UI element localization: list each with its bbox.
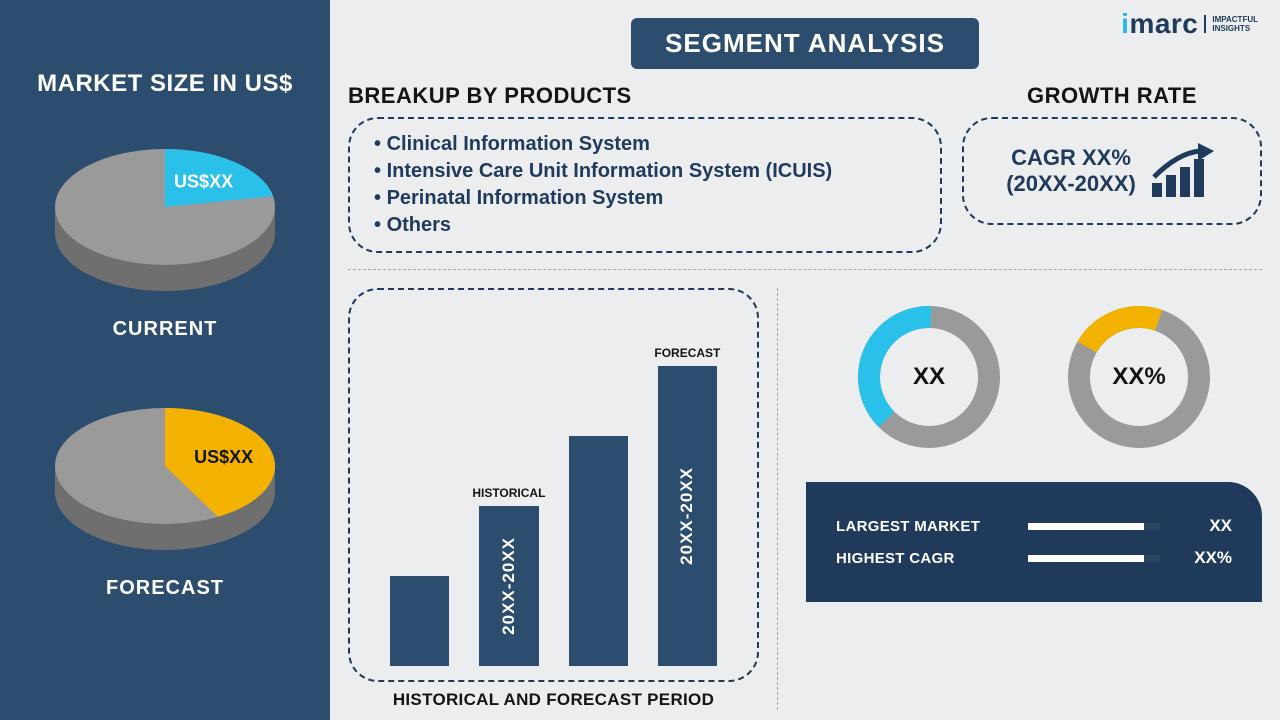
svg-text:US$XX: US$XX: [174, 171, 233, 191]
breakup-item: Others: [374, 212, 916, 239]
stats-panel: XX XX% LARGEST MARKET XX HIGHEST CAGR XX…: [778, 288, 1262, 710]
hist-bar: FORECAST20XX-20XX: [658, 366, 717, 666]
growth-arrow-icon: [1148, 141, 1218, 201]
brand-logo: imarc IMPACTFULINSIGHTS: [1121, 8, 1258, 40]
breakup-heading: BREAKUP BY PRODUCTS: [348, 83, 942, 109]
left-panel: MARKET SIZE IN US$ US$XX CURRENT US$XX F…: [0, 0, 330, 720]
pie-label: CURRENT: [113, 318, 218, 341]
svg-text:US$XX: US$XX: [194, 447, 253, 467]
hist-bar: [390, 576, 449, 666]
page-title: SEGMENT ANALYSIS: [631, 18, 979, 69]
right-panel: imarc IMPACTFULINSIGHTS SEGMENT ANALYSIS…: [330, 0, 1280, 720]
breakup-item: Perinatal Information System: [374, 185, 916, 212]
hist-bar: HISTORICAL20XX-20XX: [479, 506, 538, 666]
growth-panel: GROWTH RATE CAGR XX%(20XX-20XX): [962, 83, 1262, 253]
breakup-item: Clinical Information System: [374, 131, 916, 158]
donut-chart: XX: [854, 302, 1004, 452]
historical-chart: HISTORICAL20XX-20XX FORECAST20XX-20XX HIS…: [348, 288, 778, 710]
pie-chart: US$XX: [45, 381, 285, 561]
summary-row: LARGEST MARKET XX: [836, 516, 1232, 536]
pie-label: FORECAST: [106, 577, 224, 600]
breakup-list: Clinical Information SystemIntensive Car…: [374, 131, 916, 239]
breakup-item: Intensive Care Unit Information System (…: [374, 158, 916, 185]
hist-bar: [569, 436, 628, 666]
growth-heading: GROWTH RATE: [1027, 83, 1197, 109]
market-size-heading: MARKET SIZE IN US$: [37, 70, 293, 98]
breakup-panel: BREAKUP BY PRODUCTS Clinical Information…: [348, 83, 942, 253]
hist-caption: HISTORICAL AND FORECAST PERIOD: [393, 690, 714, 710]
pie-chart: US$XX: [45, 122, 285, 302]
summary-row: HIGHEST CAGR XX%: [836, 548, 1232, 568]
donut-chart: XX%: [1064, 302, 1214, 452]
summary-box: LARGEST MARKET XX HIGHEST CAGR XX%: [806, 482, 1262, 602]
